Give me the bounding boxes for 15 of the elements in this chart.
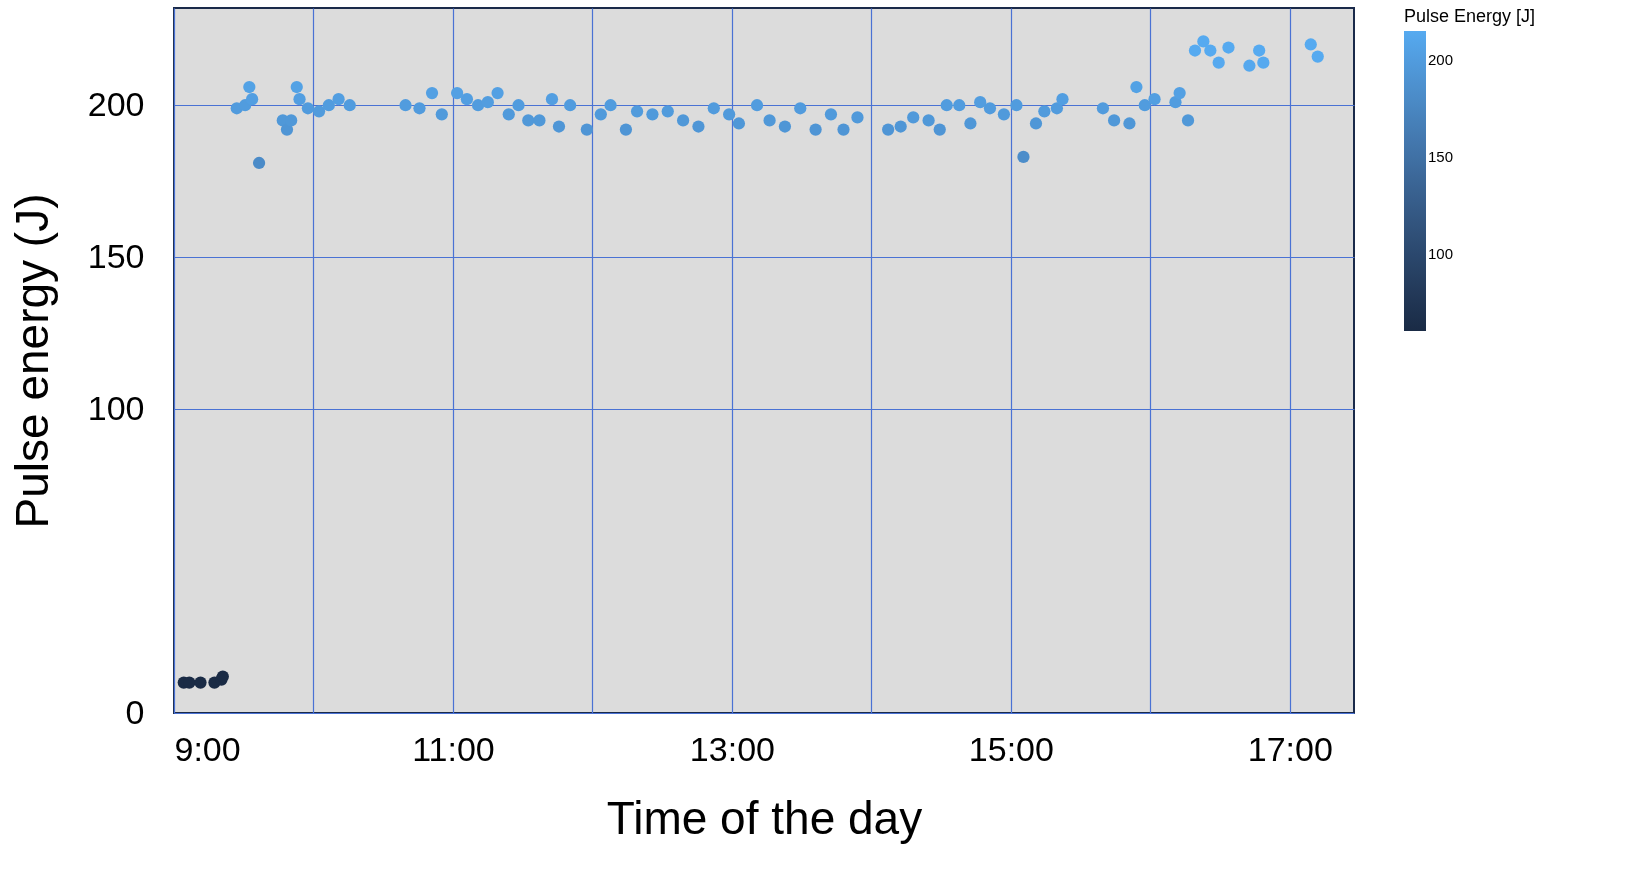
y-tick-label: 200 <box>87 84 145 123</box>
x-tick-label: 11:00 <box>412 729 495 768</box>
color-bar-label: 150 <box>1428 147 1454 165</box>
y-axis-title: Pulse energy (J) <box>5 193 58 529</box>
x-axis-title: Time of the day <box>606 791 923 844</box>
x-tick-label: 17:00 <box>1247 729 1333 768</box>
x-tick-label: 9:00 <box>174 729 241 768</box>
color-bar-label: 200 <box>1428 51 1454 69</box>
x-tick-label: 15:00 <box>968 729 1054 768</box>
y-tick-label: 0 <box>125 692 145 731</box>
y-tick-label: 150 <box>87 236 145 275</box>
color-bar-label: 100 <box>1428 244 1454 262</box>
color-bar-title: Pulse Energy [J] <box>1404 6 1536 26</box>
y-tick-label: 100 <box>87 388 145 427</box>
x-tick-label: 13:00 <box>689 729 775 768</box>
